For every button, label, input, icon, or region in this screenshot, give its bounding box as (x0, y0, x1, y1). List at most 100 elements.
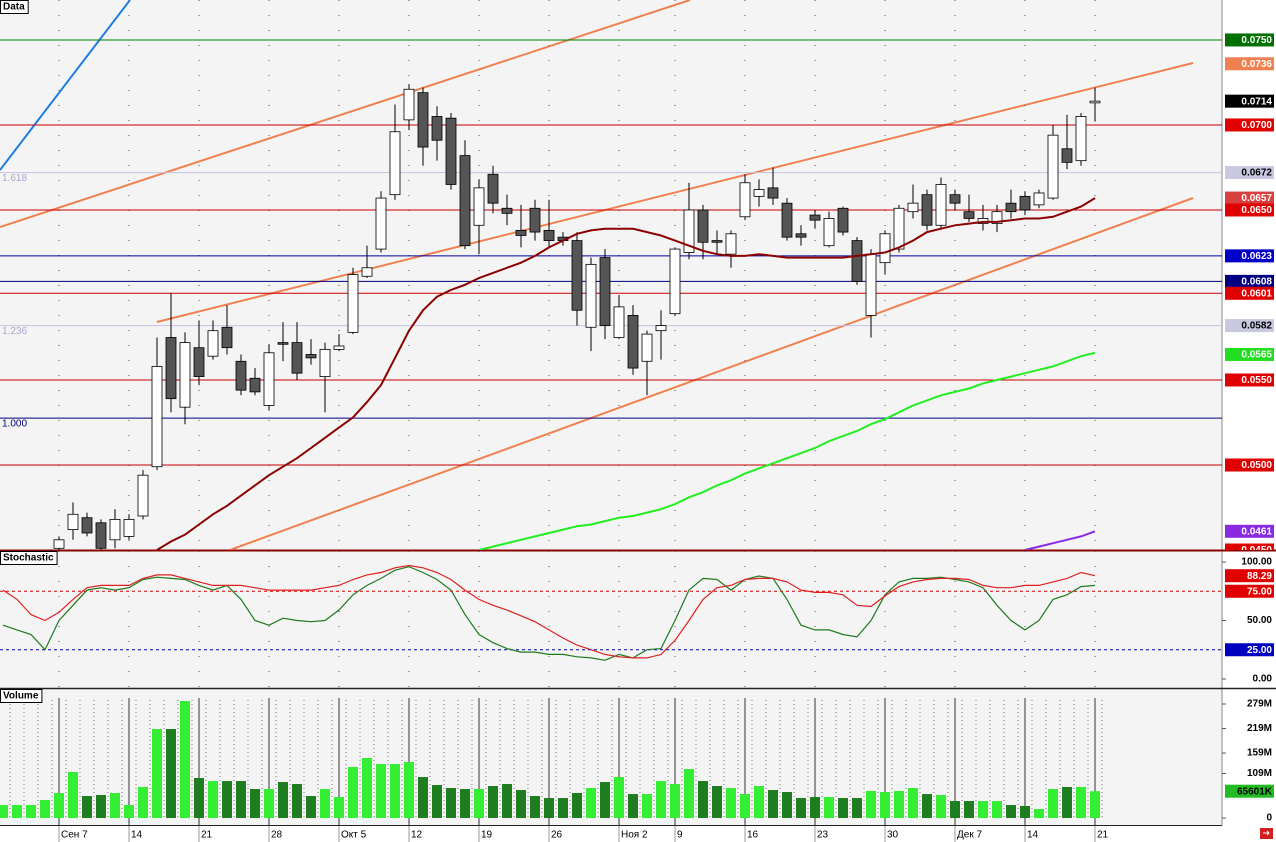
y-tick-label: 50.00 (1247, 615, 1272, 626)
price-label-box (1225, 373, 1274, 387)
price-label: 0.0672 (1241, 168, 1272, 179)
volume-bar (362, 758, 372, 819)
volume-bar (432, 784, 442, 819)
candle-body (697, 209, 709, 243)
volume-bar (894, 791, 904, 819)
candle-body (165, 337, 177, 400)
price-pane (0, 0, 1222, 550)
fib-label: 1.618 (2, 173, 27, 184)
x-tick-label: 16 (747, 830, 759, 841)
candle-body (151, 365, 163, 468)
candle-body (599, 257, 611, 326)
indicator-line (2, 566, 1096, 661)
volume-bar (684, 769, 694, 819)
price-label: 0.0623 (1241, 251, 1272, 262)
x-tick-label: 12 (411, 830, 423, 841)
volume-bar (292, 784, 302, 819)
price-label-box (1225, 191, 1274, 205)
price-labels: 0.07500.07360.07140.07000.06720.06570.06… (1225, 33, 1274, 556)
candle-body (543, 229, 555, 241)
volume-bar (306, 796, 316, 819)
candle-body (935, 184, 947, 226)
x-tick-label: 21 (1097, 830, 1109, 841)
y-tick-label: 0.00 (1253, 674, 1273, 685)
candle-body (375, 197, 387, 250)
y-tick-label: 100.00 (1241, 557, 1272, 568)
x-axis: Сен 7 14 21 28 Окт 5 12 19 26 Ноя 2 9 16 23 30 Дек 7 1… (58, 826, 1109, 842)
price-label-box (1225, 166, 1274, 180)
volume-bar (404, 762, 414, 819)
price-label: 25.00 (1247, 645, 1272, 656)
volume-bar (236, 781, 246, 819)
price-label: 0.0736 (1241, 59, 1272, 70)
volume-bar (712, 786, 722, 819)
candle-body (1019, 195, 1031, 211)
volume-bar (852, 798, 862, 819)
volume-bar (530, 796, 540, 819)
price-label: 0.0700 (1241, 120, 1272, 131)
trend-line (229, 197, 1194, 550)
volume-bar (446, 788, 456, 819)
volume-bar (0, 805, 8, 819)
candle-body (95, 522, 107, 549)
volume-bar (838, 798, 848, 819)
candle-body (529, 207, 541, 233)
pane-title-box (0, 0, 29, 14)
candle-body (389, 131, 401, 196)
candle-body (501, 207, 513, 214)
volume-bar (96, 795, 106, 819)
volume-bar (488, 786, 498, 819)
volume-bar (726, 788, 736, 819)
candle-body (347, 274, 359, 333)
volume-bar (180, 701, 190, 819)
x-tick-label: Окт 5 (341, 830, 367, 841)
volume-bar (586, 788, 596, 819)
x-tick-label: 28 (271, 830, 283, 841)
price-label-box (1225, 286, 1274, 300)
candle-body (753, 189, 765, 197)
candle-body (921, 194, 933, 226)
candle-body (991, 211, 1003, 224)
price-label: 0.0601 (1241, 288, 1272, 299)
candle-body (1005, 202, 1017, 213)
volume-bar (740, 794, 750, 819)
candle-body (879, 233, 891, 264)
volume-bar (544, 798, 554, 819)
candle-body (515, 229, 527, 236)
volume-bar (208, 781, 218, 819)
y-tick-label: 159M (1247, 748, 1272, 759)
pane-title: Stochastic (3, 553, 54, 564)
candle-body (711, 240, 723, 243)
price-label: 0.0450 (1241, 545, 1272, 556)
trend-line (0, 0, 131, 171)
volume-plot (0, 698, 1103, 825)
candle-body (417, 92, 429, 148)
candle-body (403, 88, 415, 121)
volume-bar (950, 801, 960, 819)
volume-bar (222, 781, 232, 819)
price-label-box (1225, 33, 1274, 47)
price-label-box (1225, 94, 1274, 108)
volume-bar (698, 781, 708, 819)
candle-body (277, 342, 289, 345)
price-label-box (1225, 203, 1274, 217)
candle-body (459, 155, 471, 247)
candle-body (949, 194, 961, 204)
candle-body (361, 267, 373, 277)
volume-bar (152, 729, 162, 819)
volume-bar (68, 771, 78, 819)
price-label-box (1225, 57, 1274, 71)
volume-bar (1062, 786, 1072, 819)
indicator-line (1024, 530, 1096, 550)
volume-bar (670, 784, 680, 819)
volume-bar (908, 788, 918, 819)
volume-bar (166, 729, 176, 819)
indicator-line (2, 564, 1096, 659)
volume-bar (880, 792, 890, 819)
pane-titles: Data Stochastic Volume (0, 0, 58, 703)
candle-body (1089, 100, 1101, 104)
candle-body (1047, 134, 1059, 199)
volume-bar (1034, 809, 1044, 819)
